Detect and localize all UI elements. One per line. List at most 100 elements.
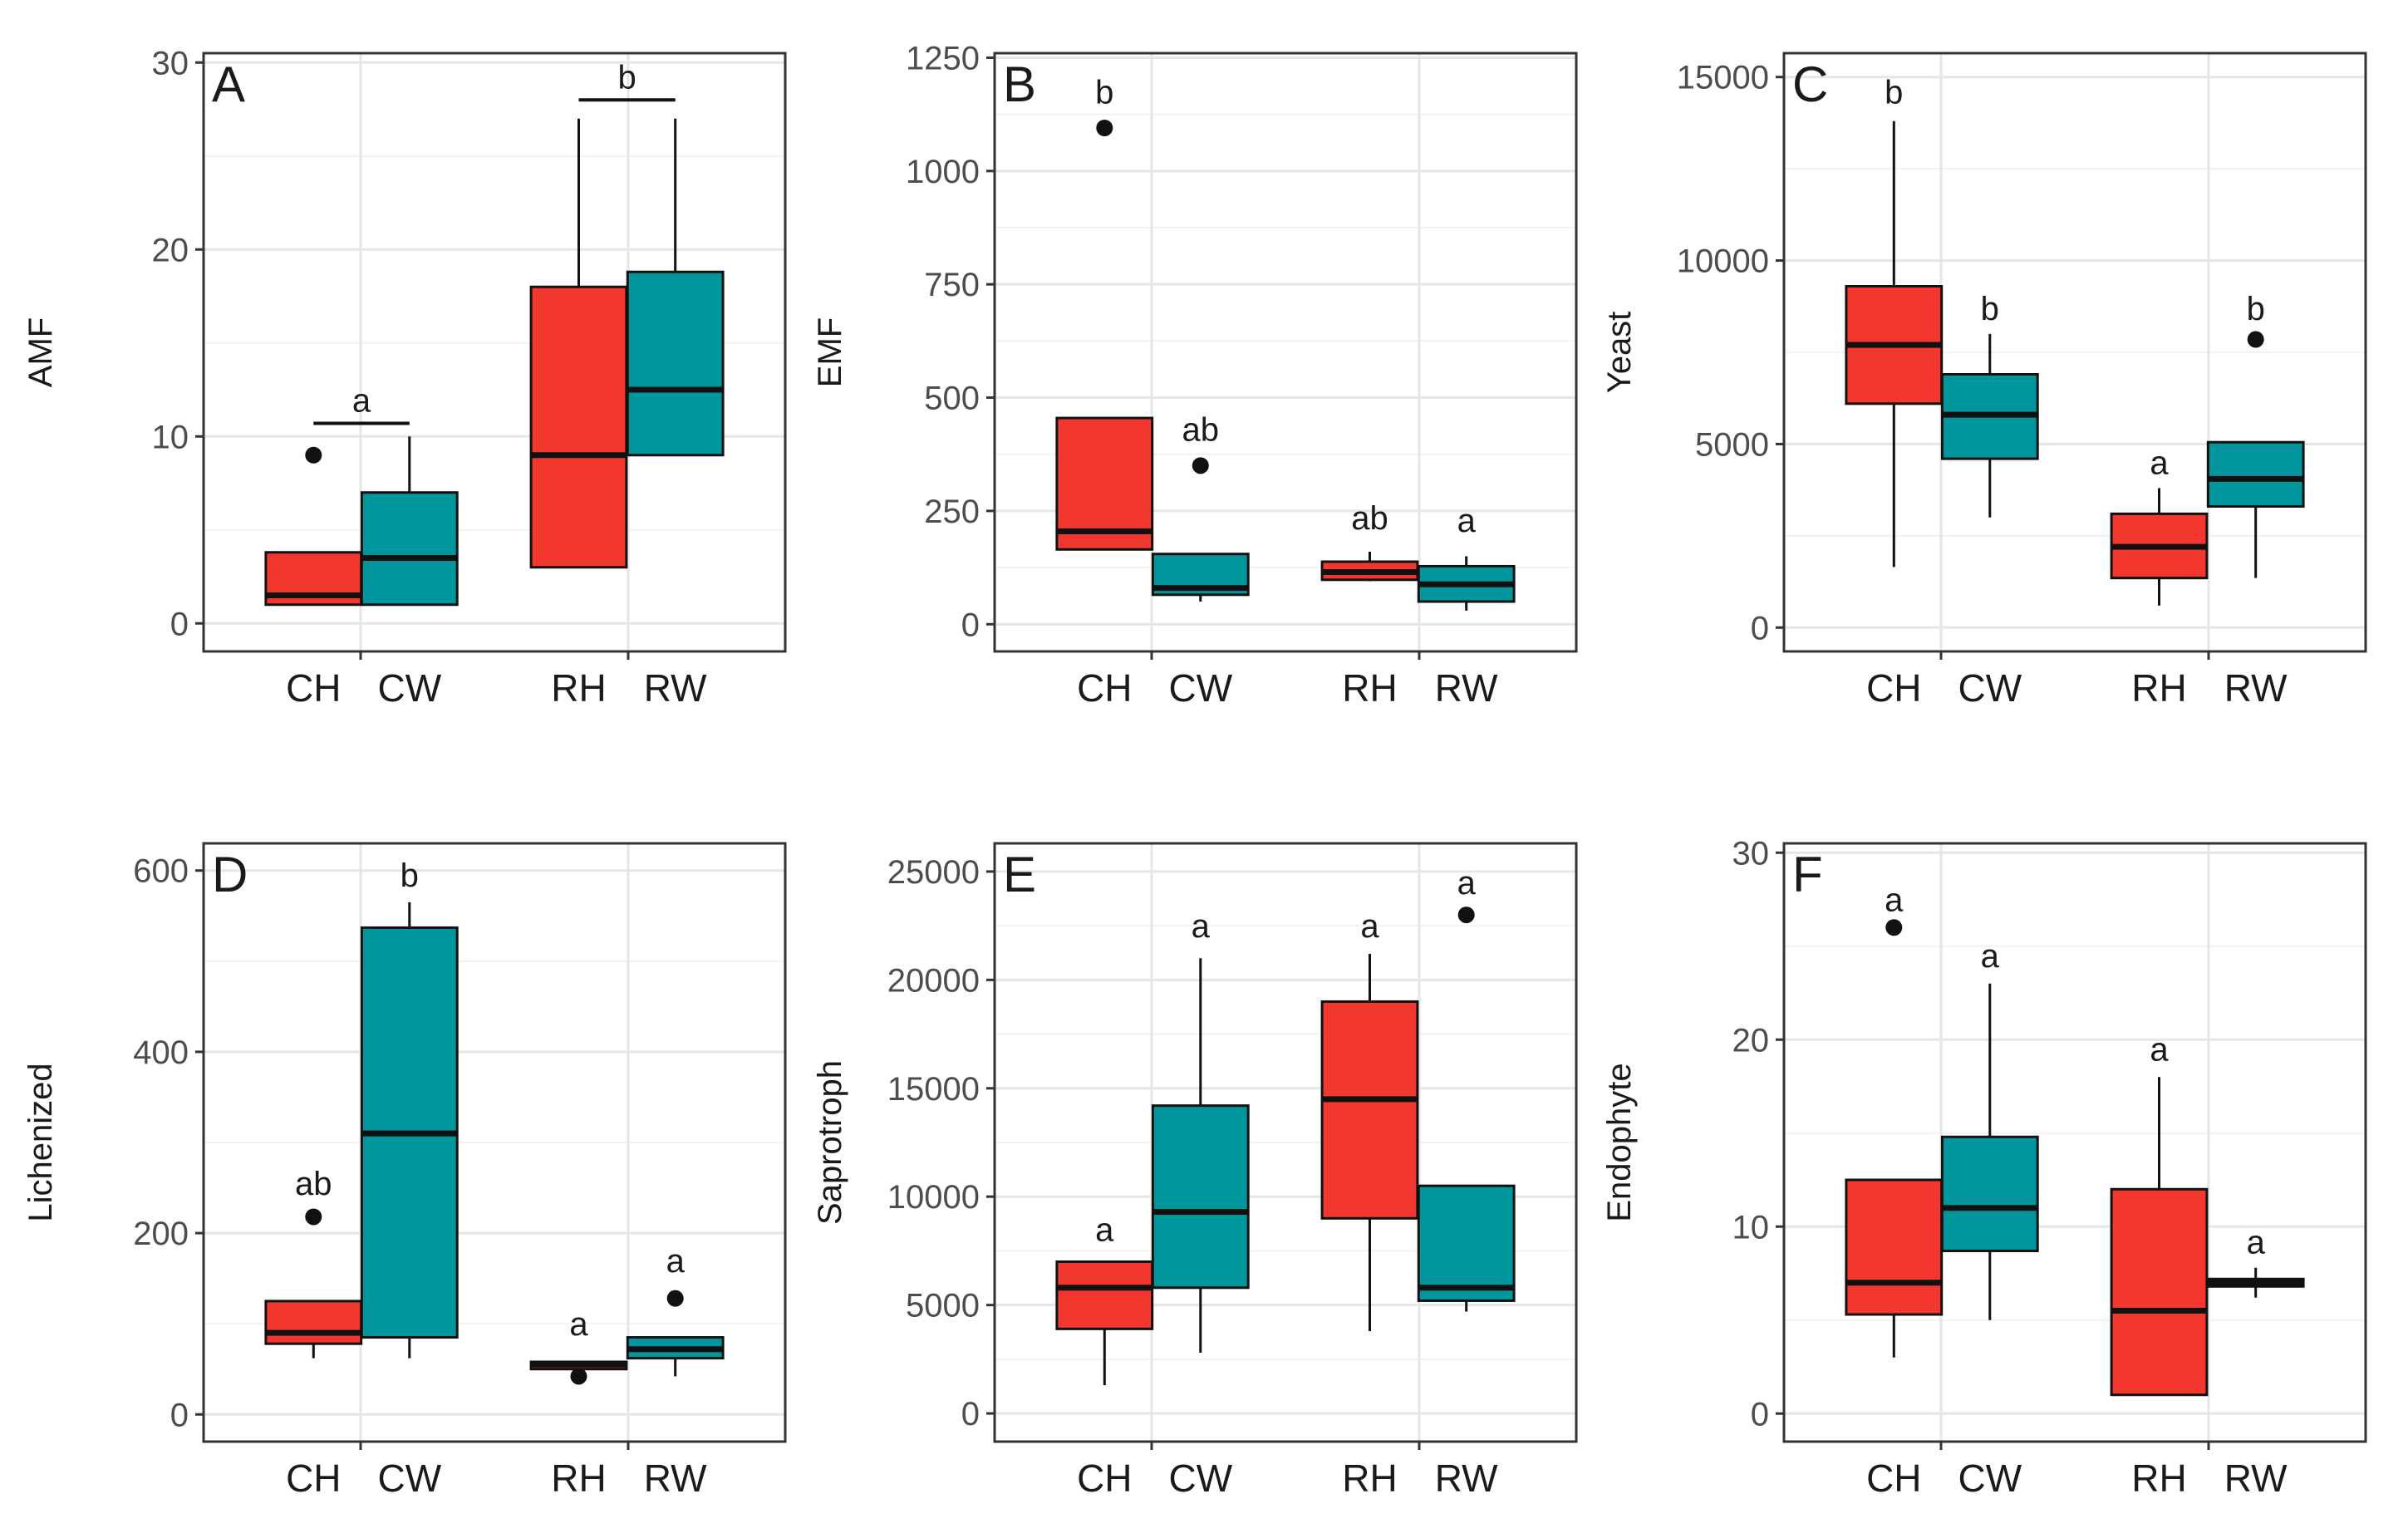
outlier-point [1192, 457, 1209, 474]
box-cw [1151, 958, 1250, 1354]
y-tick-label: 1250 [906, 40, 980, 76]
box-iqr [1055, 416, 1154, 551]
y-tick-label: 0 [961, 607, 980, 643]
box-iqr [2110, 1187, 2209, 1397]
significance-label: a [2150, 1032, 2169, 1069]
box-rw [1417, 907, 1516, 1312]
panel-background [1784, 843, 2366, 1442]
y-tick-label: 10000 [1677, 243, 1769, 280]
x-category-label: RH [551, 666, 606, 710]
y-tick-label: 250 [924, 494, 980, 530]
box-iqr [626, 270, 725, 457]
box-cw [360, 902, 459, 1359]
y-tick-label: 10 [152, 419, 189, 455]
box-rh [2110, 1077, 2209, 1397]
outlier-point [666, 1290, 684, 1307]
significance-label: a [1360, 908, 1379, 945]
x-category-label: CW [377, 666, 441, 710]
significance-label: a [666, 1243, 686, 1280]
y-tick-label: 5000 [1695, 426, 1769, 463]
box-rh [1320, 954, 1419, 1331]
box-rh [529, 118, 628, 569]
outlier-point [1885, 919, 1903, 936]
box-iqr [1845, 1178, 1944, 1316]
y-tick-label: 25000 [887, 854, 980, 891]
significance-label: ab [1182, 412, 1220, 449]
significance-label: a [1885, 882, 1904, 919]
x-category-label: RW [644, 666, 707, 710]
significance-label: ab [295, 1166, 332, 1202]
x-category-label: CW [1958, 1457, 2022, 1500]
panel-letter: C [1792, 57, 1828, 112]
y-tick-label: 15000 [1677, 60, 1769, 96]
y-axis-label: Lichenized [22, 1063, 59, 1221]
y-tick-label: 30 [1732, 835, 1770, 872]
box-cw [1940, 983, 2039, 1320]
box-rw [1417, 556, 1516, 611]
box-iqr [1417, 1184, 1516, 1302]
x-category-label: RH [2131, 1457, 2186, 1500]
significance-label: b [401, 857, 419, 894]
x-category-label: RH [1342, 666, 1397, 710]
y-axis-label: Saprotroph [812, 1060, 848, 1225]
y-axis-label: EMF [812, 317, 848, 387]
outlier-point [1457, 907, 1475, 924]
panel-letter: D [212, 847, 248, 902]
y-axis-label: AMF [22, 317, 59, 387]
x-category-label: CH [1866, 1457, 1921, 1500]
panel-d: ab b a a 0 200 400 600 CH CW RH RW Lichenized D [22, 842, 787, 1500]
panel-frame [202, 842, 787, 1443]
box-rh [1320, 552, 1419, 582]
panel-letter: F [1792, 847, 1823, 902]
panel-letter: B [1003, 57, 1036, 112]
significance-label: a [1095, 1211, 1114, 1248]
significance-label: a [1981, 938, 2000, 975]
box-cw [360, 436, 459, 607]
x-category-label: RW [2224, 666, 2288, 710]
box-iqr [529, 285, 628, 569]
box-rw [2206, 1267, 2305, 1298]
significance-label: a [2150, 445, 2169, 482]
x-category-label: CH [1866, 666, 1921, 710]
y-tick-label: 10 [1732, 1209, 1770, 1246]
y-axis-label: Yeast [1601, 312, 1638, 394]
x-category-label: RW [1435, 666, 1498, 710]
significance-label: b [1885, 74, 1903, 111]
box-iqr [1151, 1104, 1250, 1290]
y-tick-label: 1000 [906, 154, 980, 190]
panel-frame [1782, 842, 2367, 1443]
panel-letter: E [1003, 847, 1036, 902]
x-category-label: CH [286, 666, 341, 710]
y-tick-label: 0 [1751, 1396, 1769, 1432]
box-rw [626, 1290, 725, 1377]
x-category-label: CW [1168, 666, 1232, 710]
y-tick-label: 0 [1751, 610, 1769, 646]
y-tick-label: 30 [152, 45, 189, 81]
panel-frame [1782, 52, 2367, 653]
y-tick-label: 750 [924, 267, 980, 303]
y-tick-label: 400 [133, 1034, 189, 1071]
x-category-label: RW [1435, 1457, 1498, 1500]
panel-f: a a a a 0 10 20 30 CH CW RH RW Endophyte F [1601, 835, 2367, 1500]
panel-e: a a a a 0 5000 10000 15000 20000 25000 CH CW RH RW Sap… [812, 842, 1578, 1500]
panel-frame [993, 842, 1578, 1443]
y-tick-label: 0 [170, 1397, 189, 1433]
box-ch [1055, 120, 1154, 551]
significance-label: a [1192, 908, 1211, 945]
x-category-label: CH [1077, 666, 1132, 710]
y-tick-label: 20000 [887, 962, 980, 999]
box-ch [1845, 120, 1944, 568]
x-category-label: CW [1168, 1457, 1232, 1500]
x-category-label: RH [2131, 666, 2186, 710]
y-tick-label: 20 [152, 232, 189, 268]
significance-label: a [2247, 1224, 2266, 1260]
significance-label: a [1457, 865, 1477, 902]
x-category-label: CW [1958, 666, 2022, 710]
panel-background [995, 53, 1576, 651]
outlier-point [305, 1208, 322, 1226]
box-iqr [264, 1300, 363, 1345]
panel-b: b ab ab a 0 250 500 750 1000 1250 CH CW RH RW EMF B [812, 40, 1578, 710]
box-iqr [2206, 440, 2305, 509]
box-rw [626, 118, 725, 457]
panel-c: b b a b 0 5000 10000 15000 CH CW RH RW Yeast C [1601, 52, 2367, 710]
